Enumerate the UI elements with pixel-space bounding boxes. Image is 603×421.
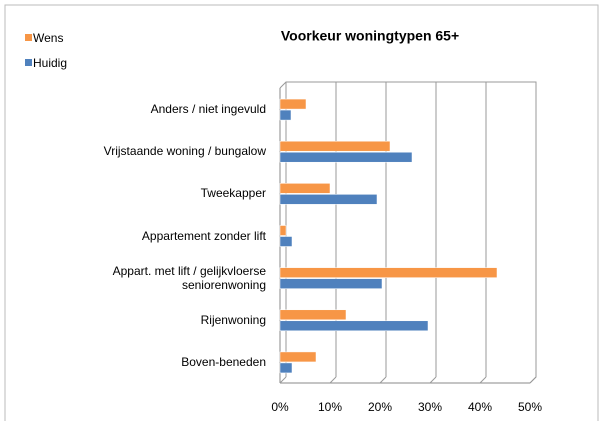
- bar: [279, 236, 293, 247]
- bar: [279, 225, 287, 236]
- legend-swatch: [25, 59, 32, 66]
- x-tick-label: 10%: [318, 400, 342, 414]
- grid-line: [429, 376, 437, 384]
- legend-label: Wens: [33, 31, 63, 45]
- chart-frame: [4, 4, 599, 421]
- bar: [279, 183, 331, 194]
- y-tick-label: Vrijstaande woning / bungalow: [103, 144, 266, 159]
- x-tick-label: 0%: [271, 400, 289, 414]
- x-tick-label: 20%: [368, 400, 392, 414]
- bar: [279, 194, 378, 205]
- y-tick-label: Tweekapper: [200, 186, 266, 201]
- bar: [279, 109, 292, 121]
- chart-title: Voorkeur woningtypen 65+: [281, 28, 459, 44]
- bar: [279, 278, 383, 289]
- y-tick-label: Boven-beneden: [181, 354, 266, 369]
- bar: [279, 362, 293, 374]
- plot-wall: [279, 81, 537, 384]
- bar: [279, 320, 429, 332]
- bar: [279, 98, 307, 110]
- grid-line: [329, 376, 337, 384]
- legend-swatch: [25, 34, 32, 41]
- y-tick-label: Anders / niet ingevuld: [150, 102, 266, 117]
- grid-line: [529, 376, 537, 384]
- y-tick-label: Appartement zonder lift: [141, 228, 266, 243]
- x-tick-label: 50%: [518, 400, 542, 414]
- grid-line: [279, 376, 287, 384]
- bar: [279, 140, 391, 152]
- bar: [279, 267, 498, 278]
- bar: [279, 309, 347, 321]
- bar: [279, 151, 413, 163]
- bar: [279, 351, 317, 363]
- x-tick-label: 40%: [468, 400, 492, 414]
- grid-line: [379, 376, 387, 384]
- x-tick-label: 30%: [418, 400, 442, 414]
- legend-label: Huidig: [33, 56, 67, 70]
- y-tick-label: Rijenwoning: [200, 312, 266, 327]
- grid-line: [479, 376, 487, 384]
- y-tick-label: Appart. met lift / gelijkvloerse seniore…: [112, 263, 266, 292]
